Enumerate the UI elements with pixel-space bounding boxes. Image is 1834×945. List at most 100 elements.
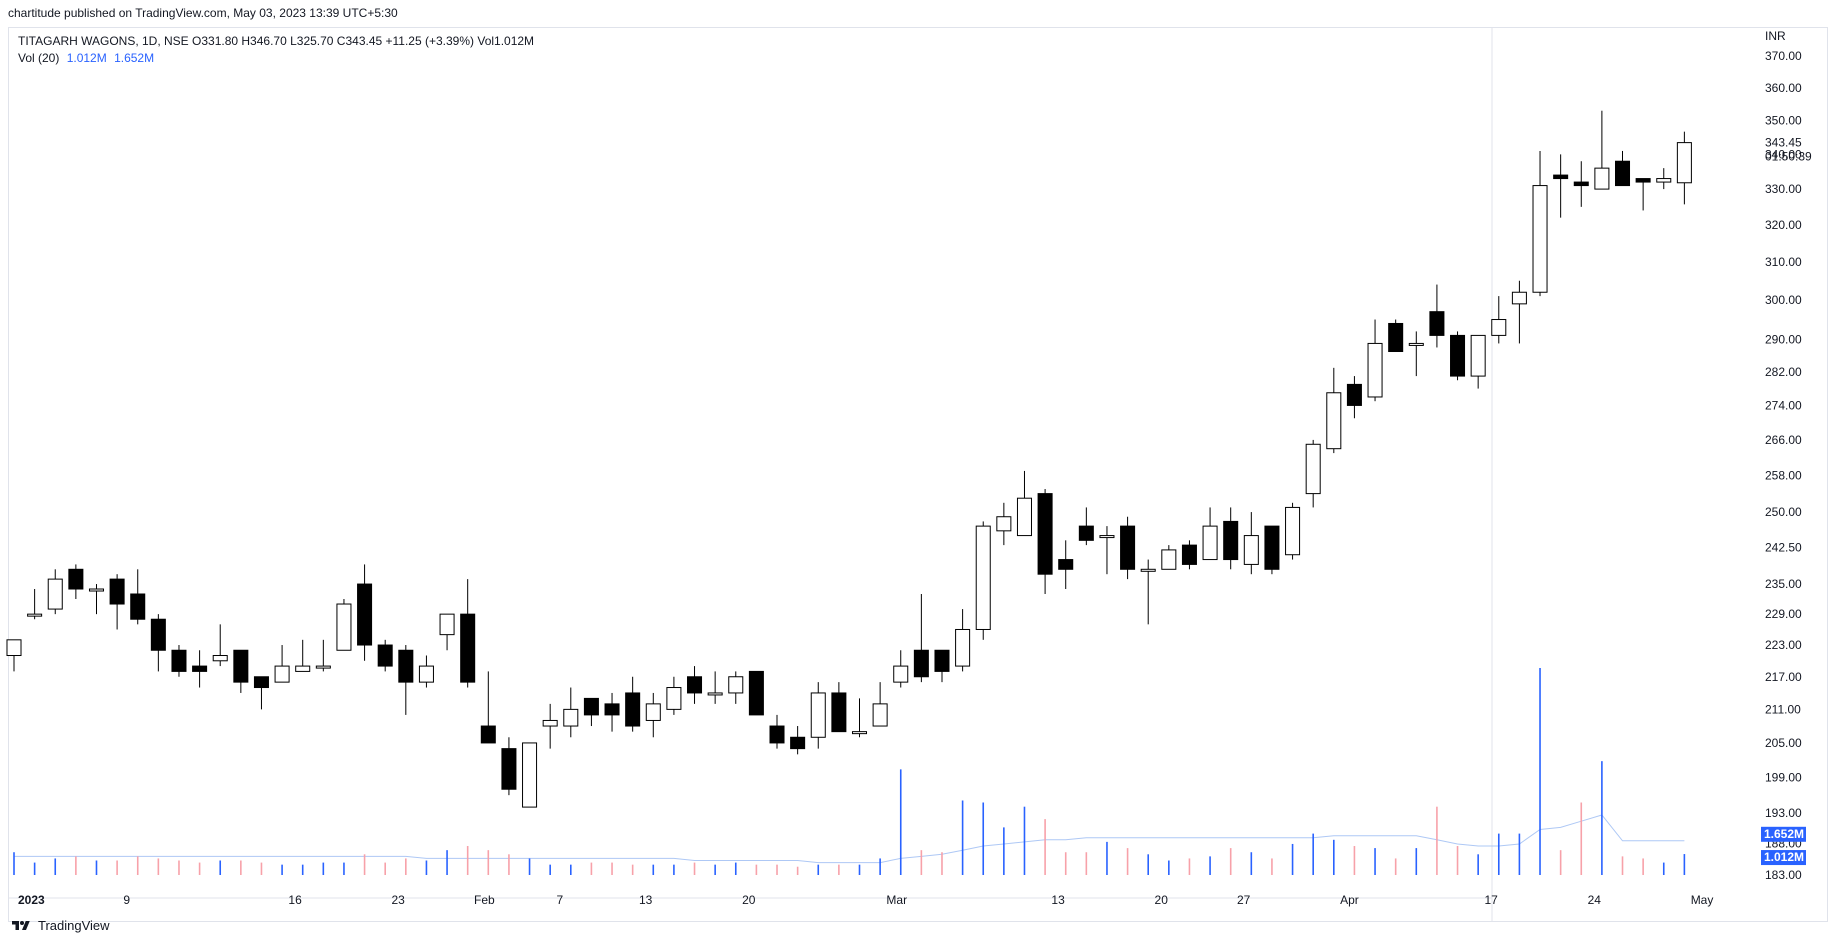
- time-axis-label[interactable]: 13: [1051, 893, 1065, 907]
- candle-body[interactable]: [563, 708, 579, 727]
- candle-body[interactable]: [1553, 174, 1569, 180]
- price-axis-label[interactable]: 235.00: [1765, 577, 1802, 591]
- candle-body[interactable]: [687, 676, 703, 694]
- candle-body[interactable]: [1285, 506, 1301, 556]
- candle-body[interactable]: [253, 676, 269, 689]
- candle-body[interactable]: [831, 692, 847, 733]
- candle-body[interactable]: [996, 516, 1012, 532]
- candle-body[interactable]: [913, 649, 929, 678]
- candle-body[interactable]: [1656, 178, 1672, 183]
- candle-body[interactable]: [975, 525, 991, 630]
- candle-body[interactable]: [192, 665, 208, 672]
- candle-body[interactable]: [1181, 544, 1197, 565]
- candle-body[interactable]: [1573, 181, 1589, 187]
- time-axis-label[interactable]: 27: [1237, 893, 1251, 907]
- candle-body[interactable]: [1408, 342, 1424, 346]
- price-axis-label[interactable]: 205.00: [1765, 736, 1802, 750]
- price-axis-label[interactable]: 350.00: [1765, 114, 1802, 128]
- candle-body[interactable]: [1058, 559, 1074, 570]
- candle-body[interactable]: [1078, 525, 1094, 541]
- time-axis-label[interactable]: 24: [1588, 893, 1602, 907]
- candle-body[interactable]: [748, 670, 764, 716]
- candle-body[interactable]: [315, 665, 331, 669]
- price-axis-label[interactable]: 242.50: [1765, 541, 1802, 555]
- candle-body[interactable]: [88, 588, 104, 592]
- candle-body[interactable]: [790, 736, 806, 750]
- time-axis-label[interactable]: 20: [742, 893, 756, 907]
- time-axis-label[interactable]: 17: [1484, 893, 1498, 907]
- volume-legend[interactable]: Vol (20) 1.012M 1.652M: [18, 50, 534, 67]
- candle-body[interactable]: [851, 731, 868, 735]
- price-axis-label[interactable]: 320.00: [1765, 218, 1802, 232]
- candle-body[interactable]: [872, 703, 888, 727]
- price-axis-label[interactable]: 217.00: [1765, 670, 1802, 684]
- candle-body[interactable]: [1264, 525, 1280, 570]
- candle-body[interactable]: [480, 725, 496, 744]
- candle-body[interactable]: [109, 578, 125, 605]
- price-axis-label[interactable]: 211.00: [1765, 702, 1801, 716]
- candle-body[interactable]: [1615, 160, 1631, 187]
- price-axis-label[interactable]: 258.00: [1765, 468, 1802, 482]
- candle-body[interactable]: [47, 578, 63, 610]
- candle-body[interactable]: [707, 692, 723, 696]
- candle-body[interactable]: [769, 725, 785, 744]
- price-axis-label[interactable]: 250.00: [1765, 505, 1802, 519]
- price-axis-label[interactable]: 229.00: [1765, 607, 1802, 621]
- time-axis-label[interactable]: 9: [123, 893, 130, 907]
- candle-body[interactable]: [934, 649, 950, 672]
- candle-body[interactable]: [501, 748, 517, 790]
- candle-body[interactable]: [1470, 334, 1486, 377]
- candle-body[interactable]: [1120, 525, 1136, 570]
- candle-body[interactable]: [1326, 392, 1342, 450]
- candle-body[interactable]: [1429, 311, 1445, 336]
- candle-body[interactable]: [1450, 334, 1466, 377]
- candle-body[interactable]: [1346, 383, 1362, 406]
- candle-body[interactable]: [1367, 342, 1383, 398]
- candle-body[interactable]: [171, 649, 187, 672]
- candle-body[interactable]: [522, 742, 538, 808]
- candle-body[interactable]: [377, 644, 393, 667]
- candle-body[interactable]: [212, 655, 228, 662]
- candle-body[interactable]: [1594, 167, 1610, 190]
- candle-body[interactable]: [418, 665, 434, 683]
- candle-body[interactable]: [27, 613, 43, 617]
- time-axis-label[interactable]: 20: [1155, 893, 1169, 907]
- candle-body[interactable]: [542, 719, 558, 727]
- candle-body[interactable]: [1388, 322, 1404, 353]
- time-axis-label[interactable]: 2023: [18, 893, 45, 907]
- time-axis-label[interactable]: Feb: [474, 893, 495, 907]
- candle-body[interactable]: [893, 665, 909, 683]
- candle-body[interactable]: [6, 639, 22, 657]
- candle-body[interactable]: [1037, 493, 1053, 575]
- candle-body[interactable]: [398, 649, 414, 683]
- candle-body[interactable]: [357, 583, 373, 646]
- candle-body[interactable]: [1099, 535, 1115, 539]
- candle-body[interactable]: [1635, 178, 1651, 183]
- candle-body[interactable]: [1511, 291, 1527, 305]
- symbol-line[interactable]: TITAGARH WAGONS, 1D, NSE O331.80 H346.70…: [18, 34, 535, 48]
- time-axis-label[interactable]: 16: [288, 893, 302, 907]
- time-axis-label[interactable]: Mar: [886, 893, 907, 907]
- candle-body[interactable]: [336, 603, 352, 651]
- candle-body[interactable]: [955, 628, 971, 667]
- time-axis-label[interactable]: 23: [392, 893, 406, 907]
- candle-body[interactable]: [274, 665, 290, 683]
- candle-body[interactable]: [150, 618, 166, 651]
- candle-body[interactable]: [130, 593, 146, 620]
- candle-body[interactable]: [68, 568, 84, 590]
- price-axis-label[interactable]: 310.00: [1765, 255, 1802, 269]
- candle-body[interactable]: [728, 676, 744, 694]
- price-axis-label[interactable]: 282.00: [1765, 365, 1802, 379]
- time-axis-label[interactable]: 13: [639, 893, 653, 907]
- candle-body[interactable]: [666, 687, 682, 710]
- price-axis-label[interactable]: 183.00: [1765, 868, 1802, 882]
- candle-body[interactable]: [1305, 443, 1321, 495]
- candle-body[interactable]: [1243, 535, 1259, 565]
- price-axis-label[interactable]: 274.00: [1765, 398, 1802, 412]
- candle-body[interactable]: [1202, 525, 1218, 561]
- price-axis-label[interactable]: 223.00: [1765, 638, 1802, 652]
- price-axis-label[interactable]: 340.00: [1765, 147, 1802, 161]
- candle-body[interactable]: [583, 697, 599, 716]
- time-axis-label[interactable]: 7: [556, 893, 563, 907]
